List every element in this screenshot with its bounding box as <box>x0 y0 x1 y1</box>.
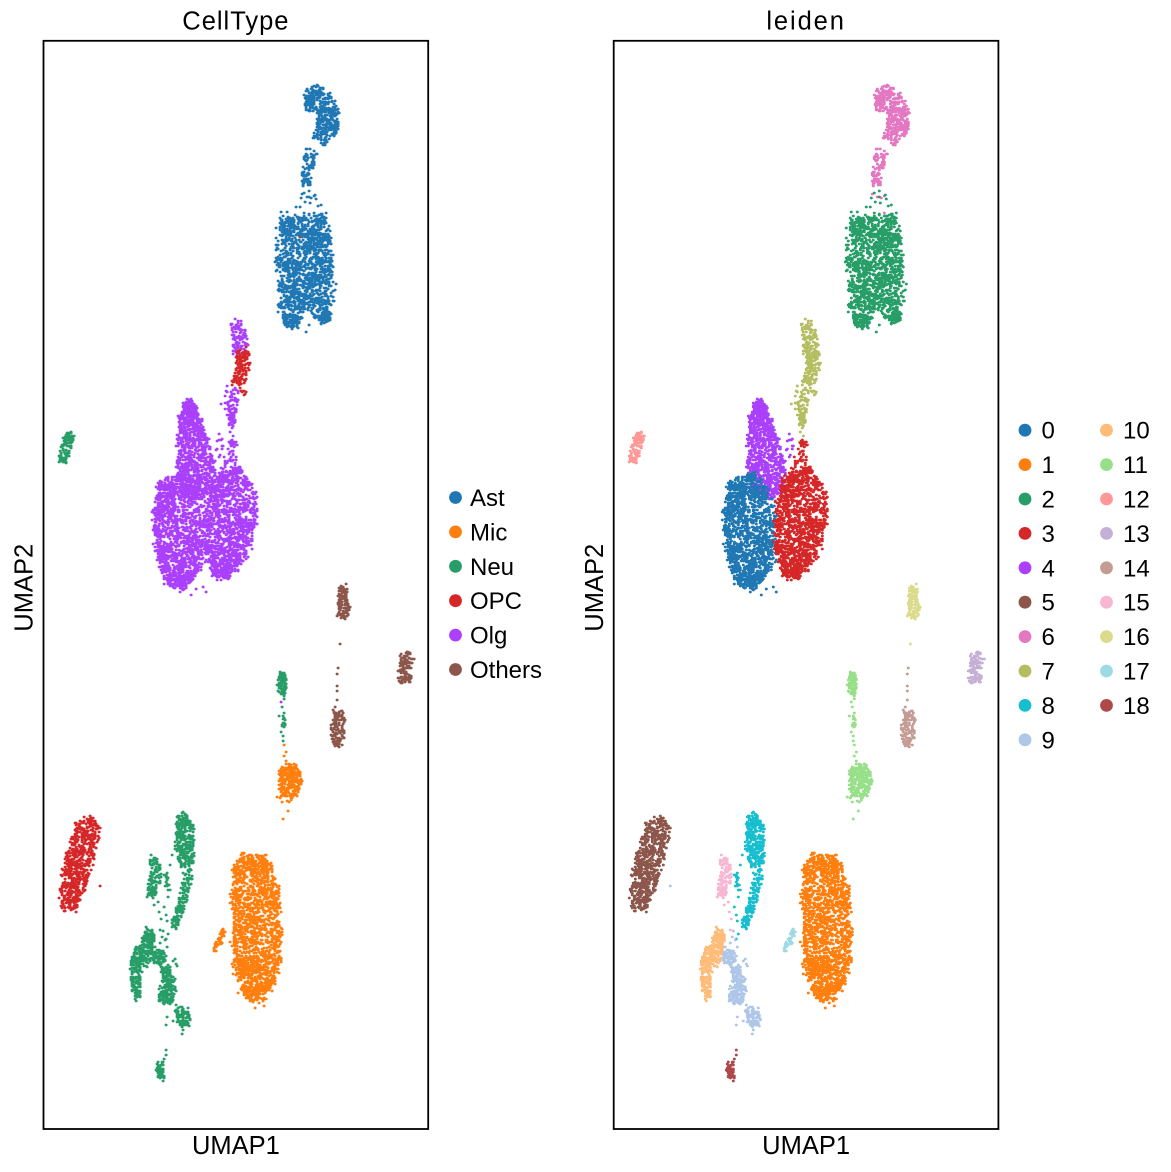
svg-text:UMAP1: UMAP1 <box>192 1132 280 1160</box>
svg-text:Olg: Olg <box>470 623 507 650</box>
svg-text:6: 6 <box>1042 624 1055 651</box>
svg-text:CellType: CellType <box>182 8 289 36</box>
svg-text:0: 0 <box>1042 418 1055 445</box>
svg-text:10: 10 <box>1123 418 1150 445</box>
svg-text:Mic: Mic <box>470 519 507 546</box>
svg-text:9: 9 <box>1042 727 1055 754</box>
svg-text:18: 18 <box>1123 693 1150 720</box>
svg-text:13: 13 <box>1123 521 1150 548</box>
svg-text:UMAP2: UMAP2 <box>581 544 609 632</box>
svg-text:11: 11 <box>1123 452 1148 479</box>
svg-text:2: 2 <box>1042 487 1055 514</box>
svg-text:leiden: leiden <box>766 8 845 36</box>
svg-text:UMAP2: UMAP2 <box>11 544 39 632</box>
svg-text:3: 3 <box>1042 521 1055 548</box>
svg-text:8: 8 <box>1042 693 1055 720</box>
svg-text:Others: Others <box>470 657 542 684</box>
svg-text:OPC: OPC <box>470 588 522 615</box>
svg-text:Neu: Neu <box>470 554 514 581</box>
svg-text:12: 12 <box>1123 487 1150 514</box>
svg-text:7: 7 <box>1042 659 1055 686</box>
svg-text:Ast: Ast <box>470 485 505 512</box>
svg-text:14: 14 <box>1123 555 1150 582</box>
svg-text:1: 1 <box>1042 452 1055 479</box>
svg-text:17: 17 <box>1123 659 1150 686</box>
svg-text:15: 15 <box>1123 590 1150 617</box>
svg-text:16: 16 <box>1123 624 1150 651</box>
svg-text:5: 5 <box>1042 590 1055 617</box>
svg-text:4: 4 <box>1042 555 1055 582</box>
svg-text:UMAP1: UMAP1 <box>762 1132 850 1160</box>
